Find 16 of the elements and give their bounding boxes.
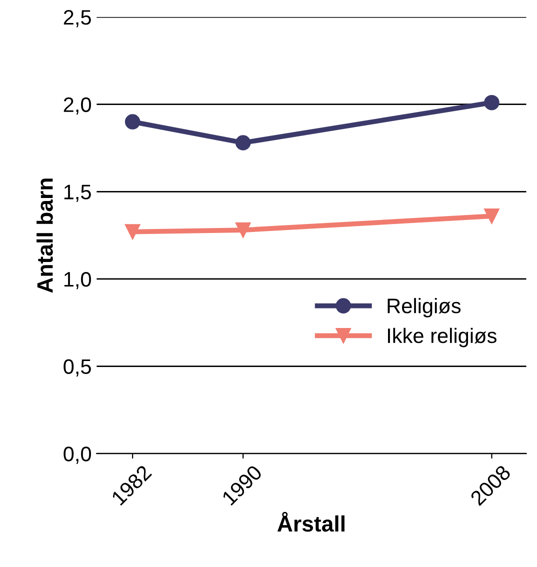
y-tick-label: 1,0 [64, 272, 91, 290]
y-tick-label: 2,5 [64, 10, 91, 28]
y-axis-title: Antall barn [36, 178, 53, 293]
y-tick-label: 1,5 [64, 184, 91, 202]
point [235, 222, 251, 238]
point [124, 224, 140, 240]
point [124, 114, 140, 130]
point [484, 208, 500, 224]
y-tick-label: 0,0 [64, 446, 91, 464]
point [235, 135, 251, 150]
y-tick-label: 2,0 [64, 97, 91, 115]
x-axis-title: Årstall [277, 512, 344, 532]
legend-label: Religiøs [388, 298, 461, 318]
point [484, 94, 500, 110]
y-tick-label: 0,5 [64, 359, 91, 376]
legend-label: Ikke religiøs [388, 328, 496, 348]
